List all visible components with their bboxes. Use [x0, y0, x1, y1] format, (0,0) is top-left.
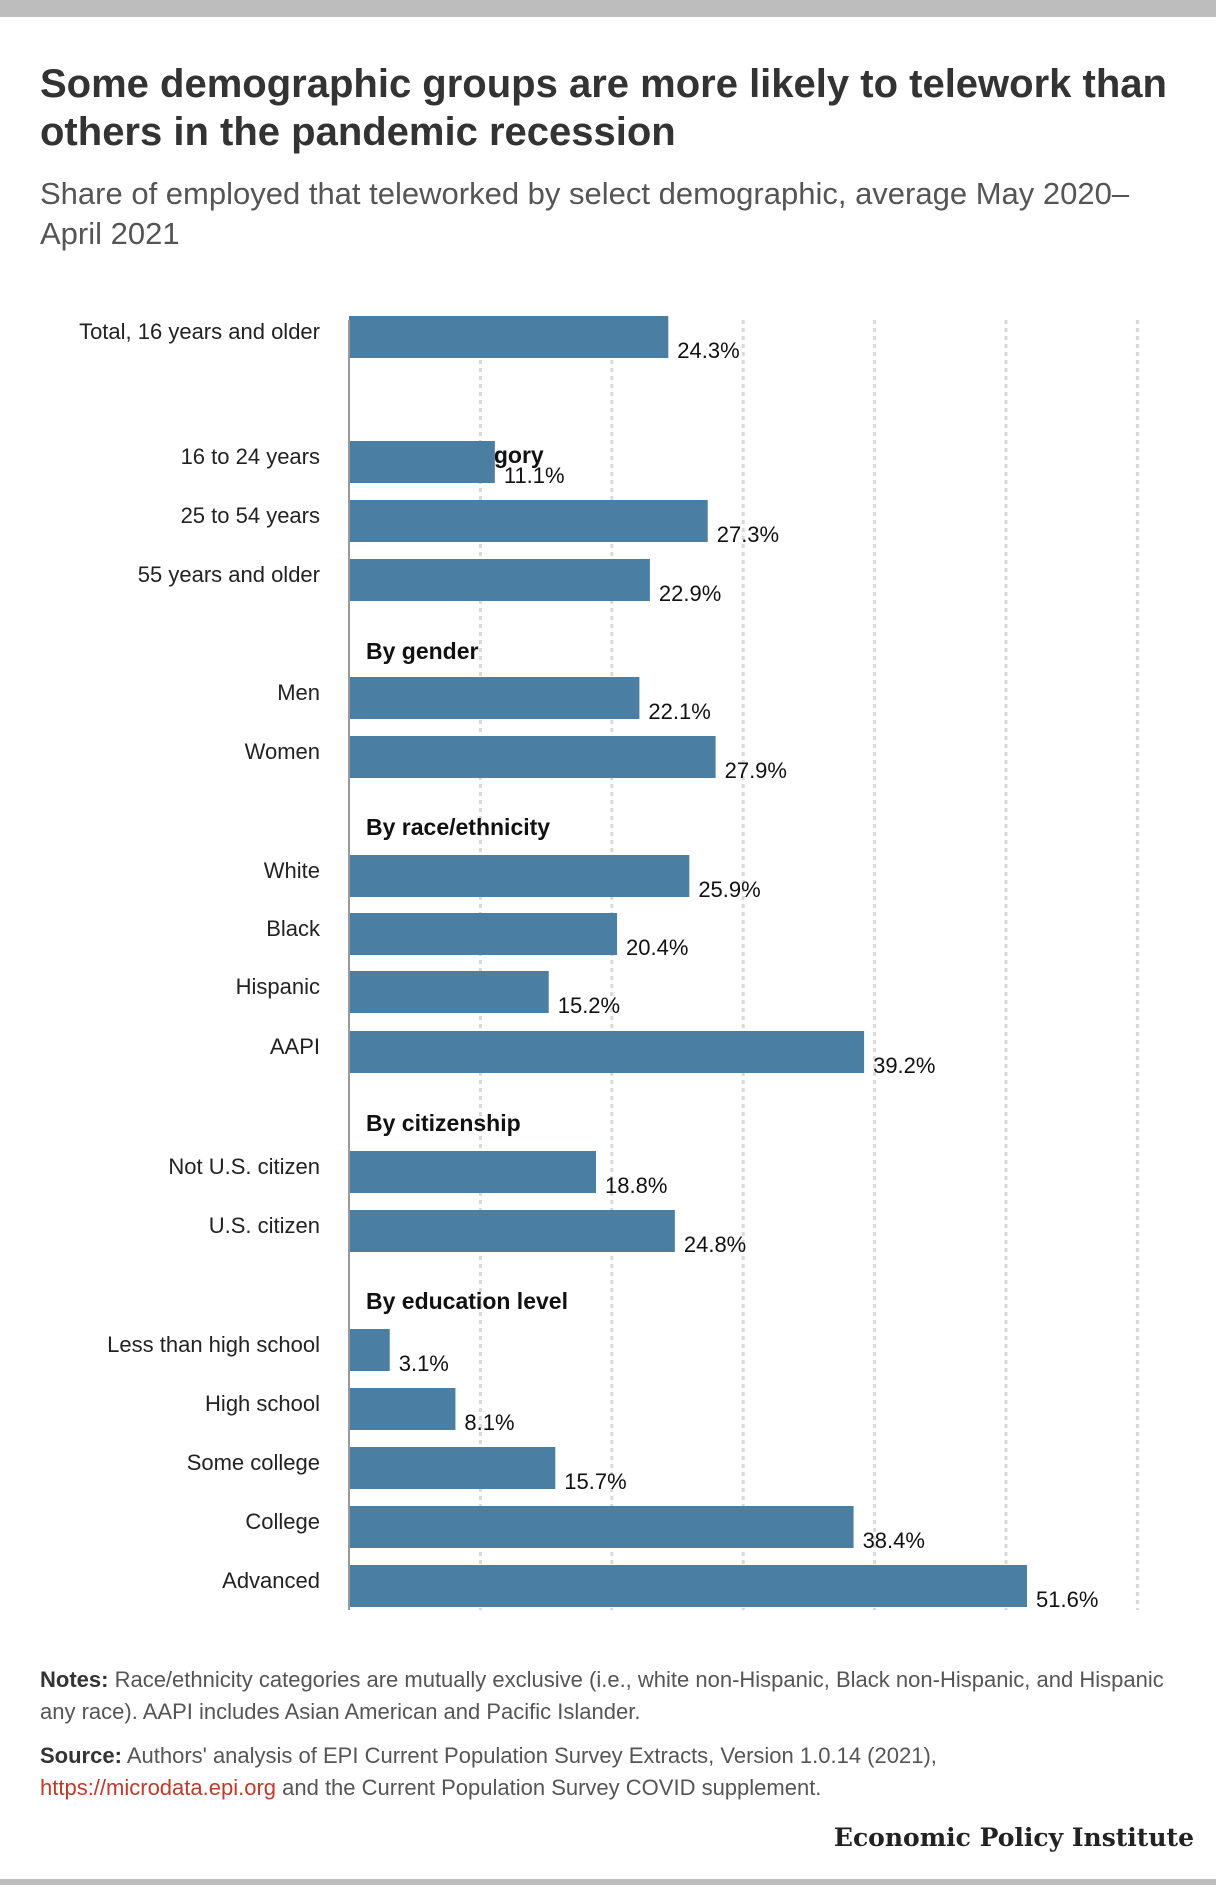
bar	[349, 1031, 865, 1073]
notes-text: Race/ethnicity categories are mutually e…	[40, 1667, 1164, 1724]
group-heading: By gender	[366, 638, 479, 664]
value-label: 25.9%	[698, 877, 760, 902]
gridlines	[478, 320, 1139, 1610]
value-label: 24.3%	[677, 338, 739, 363]
bar	[349, 1151, 597, 1193]
source-text-after: and the Current Population Survey COVID …	[276, 1775, 822, 1800]
source-text: Authors' analysis of EPI Current Populat…	[121, 1743, 937, 1768]
value-label: 24.8%	[684, 1232, 746, 1257]
value-label: 3.1%	[399, 1351, 449, 1376]
category-label: Not U.S. citizen	[168, 1154, 320, 1179]
value-label: 51.6%	[1036, 1587, 1098, 1612]
source-link[interactable]: https://microdata.epi.org	[40, 1775, 277, 1800]
value-label: 15.7%	[564, 1469, 626, 1494]
group-heading: By education level	[366, 1288, 568, 1314]
chart-title: Some demographic groups are more likely …	[40, 62, 1167, 154]
category-label: Some college	[187, 1450, 320, 1475]
category-label: White	[264, 858, 320, 883]
bar	[349, 1447, 556, 1489]
category-label: Less than high school	[107, 1332, 320, 1357]
bar	[349, 559, 650, 601]
category-label: Advanced	[222, 1568, 320, 1593]
bar	[349, 1388, 456, 1430]
category-label: U.S. citizen	[209, 1213, 320, 1238]
value-label: 20.4%	[626, 935, 688, 960]
category-label: College	[245, 1509, 320, 1534]
category-label: Hispanic	[236, 974, 320, 999]
category-label: Men	[277, 680, 320, 705]
group-heading: By race/ethnicity	[366, 814, 550, 840]
value-label: 18.8%	[605, 1173, 667, 1198]
value-label: 39.2%	[873, 1053, 935, 1078]
value-label: 27.3%	[717, 522, 779, 547]
bar	[349, 1210, 675, 1252]
chart-notes: Notes: Race/ethnicity categories are mut…	[40, 1664, 1170, 1728]
value-label: 27.9%	[725, 758, 787, 783]
bar	[349, 971, 549, 1013]
value-label: 38.4%	[863, 1528, 925, 1553]
source-label: Source:	[40, 1743, 122, 1768]
category-label: Women	[245, 739, 320, 764]
bar	[349, 441, 495, 483]
value-label: 22.9%	[659, 581, 721, 606]
value-label: 11.1%	[504, 463, 565, 488]
notes-label: Notes:	[40, 1667, 109, 1692]
category-label: 16 to 24 years	[181, 444, 320, 469]
bar	[349, 1565, 1028, 1607]
category-label: Black	[266, 916, 321, 941]
brand-logo: Economic Policy Institute	[833, 1823, 1194, 1852]
bottom-rule	[0, 1879, 1216, 1885]
bar	[349, 500, 708, 542]
category-label: AAPI	[270, 1034, 320, 1059]
bar	[349, 913, 618, 955]
category-label: High school	[205, 1391, 320, 1416]
value-label: 15.2%	[558, 993, 620, 1018]
bar	[349, 1329, 390, 1371]
group-heading: By citizenship	[366, 1110, 521, 1136]
category-label: 55 years and older	[138, 562, 320, 587]
bar	[349, 677, 640, 719]
chart-source: Source: Authors' analysis of EPI Current…	[40, 1740, 1170, 1804]
bar	[349, 736, 716, 778]
top-rule	[0, 0, 1216, 17]
bar	[349, 1506, 854, 1548]
value-label: 22.1%	[648, 699, 710, 724]
category-label: Total, 16 years and older	[79, 319, 320, 344]
chart-subtitle: Share of employed that teleworked by sel…	[40, 176, 1130, 251]
value-label: 8.1%	[464, 1410, 514, 1435]
category-label: 25 to 54 years	[181, 503, 320, 528]
bar	[349, 855, 690, 897]
bar	[349, 316, 669, 358]
